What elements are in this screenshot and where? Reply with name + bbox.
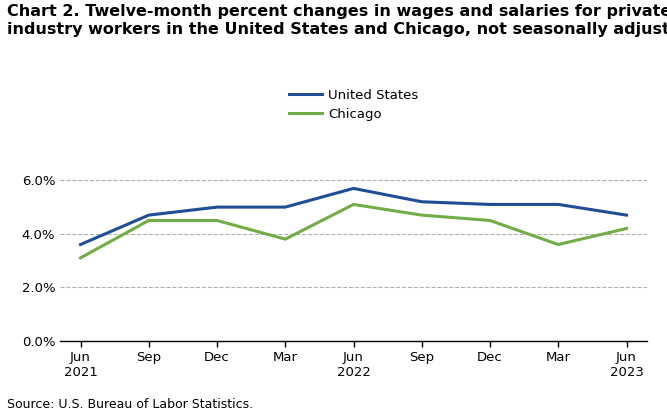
United States: [622, 213, 630, 218]
Chicago: [554, 242, 562, 247]
United States: [213, 204, 221, 209]
Line: United States: United States: [81, 188, 626, 244]
Line: Chicago: Chicago: [81, 204, 626, 258]
Chicago: [418, 213, 426, 218]
Text: Source: U.S. Bureau of Labor Statistics.: Source: U.S. Bureau of Labor Statistics.: [7, 398, 253, 411]
Chicago: [350, 202, 358, 207]
Chicago: [486, 218, 494, 223]
United States: [281, 204, 289, 209]
United States: [145, 213, 153, 218]
United States: [418, 199, 426, 204]
Chicago: [77, 255, 85, 260]
Chicago: [145, 218, 153, 223]
United States: [554, 202, 562, 207]
Text: Chart 2. Twelve-month percent changes in wages and salaries for private
industry: Chart 2. Twelve-month percent changes in…: [7, 4, 667, 36]
United States: [350, 186, 358, 191]
United States: [77, 242, 85, 247]
Chicago: [622, 226, 630, 231]
Chicago: [281, 237, 289, 242]
United States: [486, 202, 494, 207]
Legend: United States, Chicago: United States, Chicago: [289, 89, 418, 121]
Chicago: [213, 218, 221, 223]
